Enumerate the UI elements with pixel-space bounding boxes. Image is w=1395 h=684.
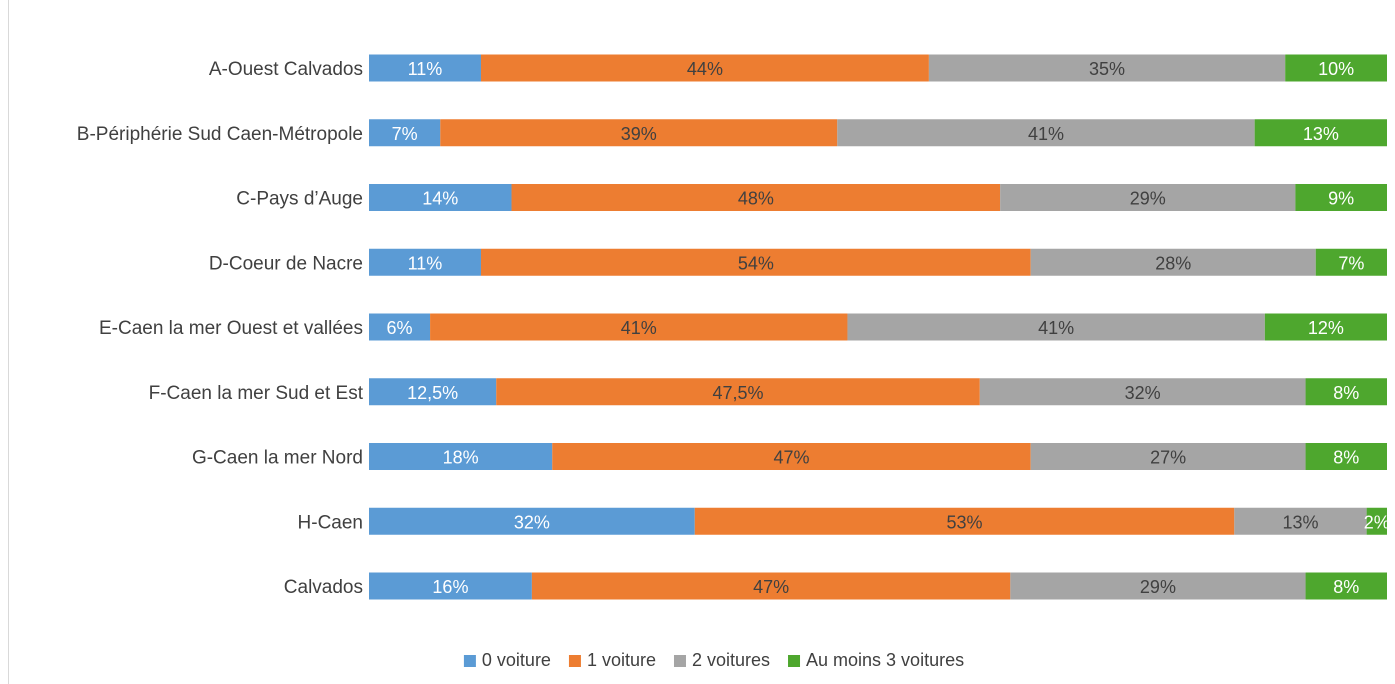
data-label-au-moins-3-voitures-5: 12% [1308, 318, 1344, 338]
stacked-bar-chart: A-Ouest Calvados B-Périphérie Sud Caen-Mé… [77, 54, 1390, 670]
legend-label-0-voiture: 0 voiture [482, 650, 551, 670]
bar-segment-1-voiture-7 [552, 443, 1031, 470]
data-label-0-voiture-3: 14% [422, 189, 458, 209]
bar-segment-0-voiture-4 [369, 248, 481, 276]
bar-segment-2-voitures-7 [1030, 443, 1306, 470]
bar-segment-0-voiture-1 [369, 54, 481, 82]
bar-segment-2-voitures-3 [1000, 184, 1296, 211]
bar-segment-0-voiture-7 [369, 443, 553, 470]
category-label-b-peripherie-sud-caen-metropole: B-Périphérie Sud Caen-Métropole [77, 124, 363, 145]
bar-segment-1-voiture-8 [694, 507, 1235, 535]
bar-segment-au-moins-3-voitures-2 [1254, 119, 1387, 147]
bar-segment-au-moins-3-voitures-4 [1315, 248, 1387, 276]
bar-segment-2-voitures-1 [928, 54, 1286, 82]
data-label-1-voiture-4: 54% [738, 253, 774, 273]
data-label-au-moins-3-voitures-4: 7% [1338, 253, 1364, 273]
bar-segment-0-voiture-3 [369, 184, 512, 211]
bar-segment-2-voitures-6 [979, 378, 1306, 406]
legend-swatch-2-voitures [673, 655, 686, 667]
bar-segment-0-voiture-9 [369, 572, 532, 600]
bars-group [369, 54, 1387, 600]
legend-label-1-voiture: 1 voiture [587, 650, 656, 670]
data-label-2-voitures-7: 27% [1150, 448, 1186, 468]
data-label-1-voiture-8: 53% [947, 512, 983, 532]
data-label-au-moins-3-voitures-7: 8% [1333, 448, 1359, 468]
data-label-au-moins-3-voitures-2: 13% [1303, 124, 1339, 144]
bar-segment-0-voiture-8 [369, 507, 695, 535]
data-label-au-moins-3-voitures-9: 8% [1333, 577, 1359, 597]
data-label-0-voiture-4: 11% [408, 253, 443, 273]
data-label-2-voitures-9: 29% [1140, 577, 1176, 597]
bar-segment-au-moins-3-voitures-7 [1305, 443, 1387, 470]
bar-segment-1-voiture-6 [496, 378, 980, 406]
data-label-au-moins-3-voitures-1: 10% [1318, 59, 1354, 79]
legend-swatch-1-voiture [568, 655, 581, 667]
legend: 0 voiture 1 voiture 2 voitures Au moins 3 v… [463, 650, 964, 670]
data-label-2-voitures-4: 28% [1155, 253, 1191, 273]
data-label-1-voiture-5: 41% [621, 318, 657, 338]
bar-segment-2-voitures-4 [1030, 248, 1316, 276]
bar-segment-1-voiture-3 [511, 184, 1001, 211]
data-label-au-moins-3-voitures-6: 8% [1333, 383, 1359, 403]
data-label-1-voiture-6: 47,5% [713, 383, 764, 403]
data-label-1-voiture-1: 44% [687, 59, 723, 79]
value-labels: 11% 44% 35% 10% 7% 39% 41% 13% 14% 48% 29% 9% 11% 54%… [387, 59, 1390, 597]
category-labels: A-Ouest Calvados B-Périphérie Sud Caen-Mé… [77, 59, 364, 598]
category-label-f-caen-la-mer-sud-et-est: F-Caen la mer Sud et Est [149, 383, 364, 404]
bar-segment-au-moins-3-voitures-6 [1305, 378, 1387, 406]
bar-segment-2-voitures-5 [847, 313, 1265, 341]
bar-segment-au-moins-3-voitures-8 [1366, 507, 1387, 535]
data-label-0-voiture-6: 12,5% [407, 383, 458, 403]
data-label-2-voitures-6: 32% [1125, 383, 1161, 403]
category-label-calvados: Calvados [284, 577, 363, 598]
category-label-h-caen: H-Caen [298, 512, 363, 533]
bar-segment-1-voiture-5 [430, 313, 848, 341]
data-label-0-voiture-7: 18% [443, 448, 479, 468]
data-label-2-voitures-1: 35% [1089, 59, 1125, 79]
bar-segment-1-voiture-1 [480, 54, 929, 82]
legend-label-2-voitures: 2 voitures [692, 650, 770, 670]
bar-segment-au-moins-3-voitures-1 [1285, 54, 1387, 82]
bar-segment-au-moins-3-voitures-3 [1295, 184, 1387, 211]
data-label-au-moins-3-voitures-8: 2% [1364, 512, 1390, 532]
data-label-au-moins-3-voitures-3: 9% [1328, 189, 1354, 209]
bar-segment-1-voiture-4 [480, 248, 1031, 276]
bar-segment-2-voitures-9 [1010, 572, 1306, 600]
data-label-1-voiture-2: 39% [621, 124, 657, 144]
legend-label-au-moins-3-voitures: Au moins 3 voitures [806, 650, 964, 670]
category-label-g-caen-la-mer-nord: G-Caen la mer Nord [192, 448, 363, 469]
category-label-c-pays-d-auge: C-Pays d’Auge [236, 189, 363, 210]
data-label-2-voitures-2: 41% [1028, 124, 1064, 144]
legend-swatch-0-voiture [463, 655, 476, 667]
data-label-0-voiture-5: 6% [387, 318, 413, 338]
data-label-1-voiture-3: 48% [738, 189, 774, 209]
category-label-e-caen-la-mer-ouest-et-vallees: E-Caen la mer Ouest et vallées [99, 318, 363, 339]
bar-segment-0-voiture-6 [369, 378, 497, 406]
data-label-1-voiture-9: 47% [753, 577, 789, 597]
bar-segment-au-moins-3-voitures-9 [1305, 572, 1387, 600]
chart-frame: A-Ouest Calvados B-Périphérie Sud Caen-Mé… [8, 0, 1394, 684]
legend-swatch-au-moins-3-voitures [788, 655, 801, 667]
bar-segment-2-voitures-8 [1234, 507, 1367, 535]
data-label-1-voiture-7: 47% [773, 448, 809, 468]
bar-segment-1-voiture-2 [440, 119, 838, 147]
data-label-2-voitures-3: 29% [1130, 189, 1166, 209]
bar-segment-2-voitures-2 [837, 119, 1255, 147]
bar-segment-au-moins-3-voitures-5 [1264, 313, 1387, 341]
bar-segment-1-voiture-9 [531, 572, 1011, 600]
category-label-a-ouest-calvados: A-Ouest Calvados [209, 59, 363, 80]
data-label-2-voitures-8: 13% [1282, 512, 1318, 532]
bar-segment-0-voiture-5 [369, 313, 431, 341]
data-label-0-voiture-1: 11% [408, 59, 443, 79]
data-label-0-voiture-9: 16% [432, 577, 468, 597]
bar-segment-0-voiture-2 [369, 119, 441, 147]
category-label-d-coeur-de-nacre: D-Coeur de Nacre [209, 253, 363, 274]
data-label-2-voitures-5: 41% [1038, 318, 1074, 338]
data-label-0-voiture-2: 7% [392, 124, 418, 144]
data-label-0-voiture-8: 32% [514, 512, 550, 532]
